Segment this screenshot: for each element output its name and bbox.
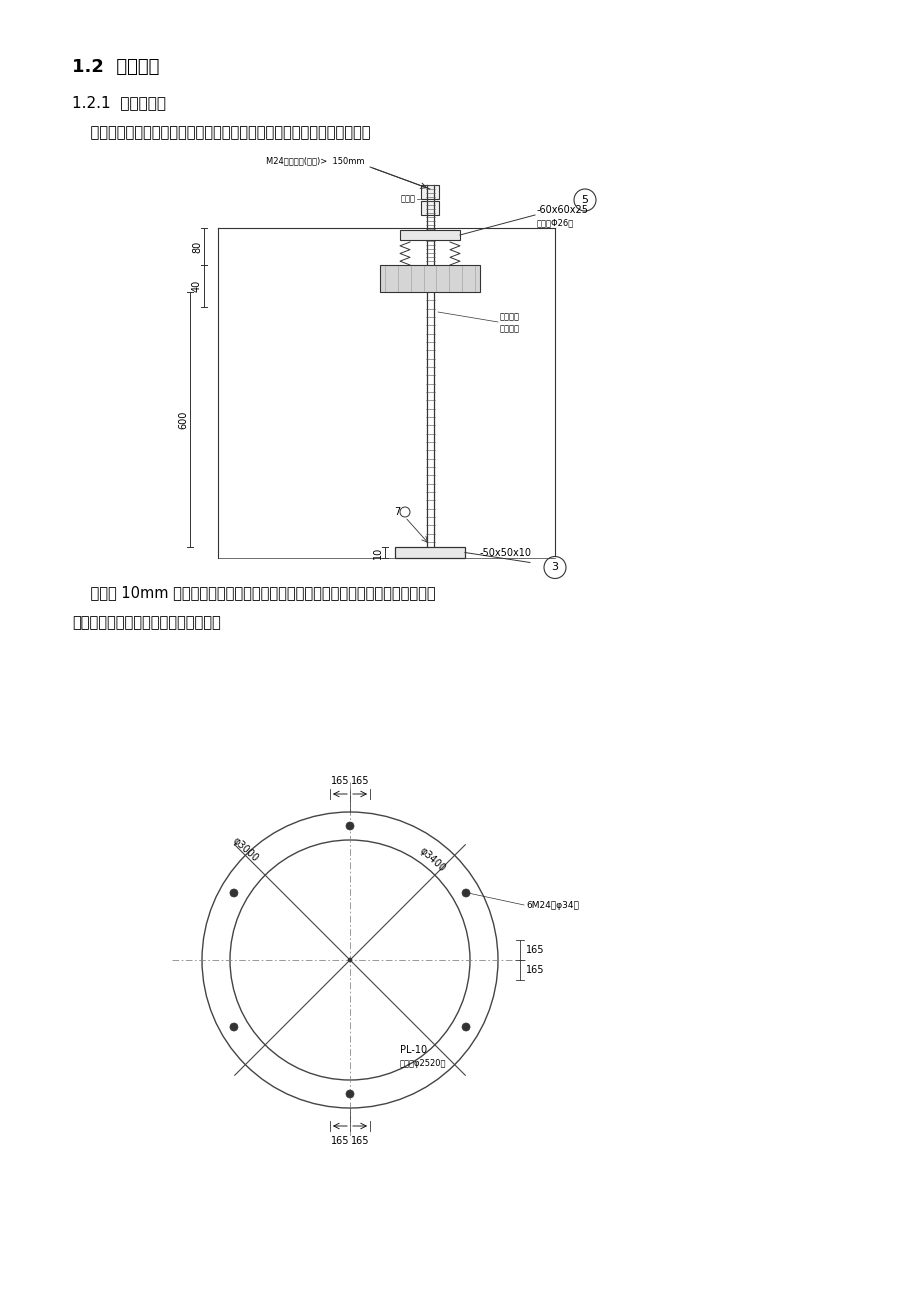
Bar: [421, 201, 438, 215]
Text: -50x50x10: -50x50x10: [480, 548, 531, 557]
Circle shape: [347, 958, 352, 962]
Text: 和调平螺栓的校正。套板如下图所示：: 和调平螺栓的校正。套板如下图所示：: [72, 615, 221, 630]
Circle shape: [230, 889, 238, 897]
Text: 1.2.1  预埋件形式: 1.2.1 预埋件形式: [72, 95, 165, 109]
Text: φ3400: φ3400: [417, 846, 448, 874]
Text: 165: 165: [350, 776, 369, 786]
Text: 6M24孔φ34孔: 6M24孔φ34孔: [526, 901, 578, 910]
Text: 600: 600: [177, 410, 187, 428]
Text: 1.2  安装方法: 1.2 安装方法: [72, 59, 159, 76]
Circle shape: [461, 889, 470, 897]
Text: 配合公差: 配合公差: [499, 324, 519, 333]
Text: 165: 165: [526, 945, 544, 954]
Text: 10: 10: [372, 547, 382, 559]
Text: 165: 165: [331, 1137, 349, 1146]
Circle shape: [346, 822, 354, 829]
Bar: [421, 185, 438, 199]
Text: 7: 7: [393, 506, 400, 517]
Text: 80: 80: [192, 241, 202, 253]
Text: 板厚圆φ2520用: 板厚圆φ2520用: [400, 1060, 446, 1069]
Text: 40: 40: [192, 280, 202, 292]
Text: PL-10: PL-10: [400, 1046, 426, 1055]
Circle shape: [230, 1023, 238, 1031]
Text: 调平螺母: 调平螺母: [499, 312, 519, 322]
Text: 3: 3: [550, 562, 558, 573]
Text: 165: 165: [526, 965, 544, 975]
Bar: [380, 266, 480, 292]
Circle shape: [346, 1090, 354, 1098]
Circle shape: [461, 1023, 470, 1031]
Text: 双螺母: 双螺母: [401, 194, 415, 203]
Text: M24螺纹长度(长杆)>  150mm: M24螺纹长度(长杆)> 150mm: [267, 156, 365, 165]
Text: φ3000: φ3000: [230, 836, 260, 865]
Text: 165: 165: [331, 776, 349, 786]
Bar: [400, 230, 460, 240]
Text: 165: 165: [350, 1137, 369, 1146]
Bar: [394, 547, 464, 559]
Text: -60x60x25: -60x60x25: [537, 204, 588, 215]
Text: 彩带倒插柱预埋件由预埋螺杆和套板两部分组成。预埋螺杆如下图所示：: 彩带倒插柱预埋件由预埋螺杆和套板两部分组成。预埋螺杆如下图所示：: [72, 125, 370, 141]
Text: 5: 5: [581, 195, 588, 204]
Text: 套板为 10mm 厚与倒插钢柱柱底板大小相同的钢板，用于将预埋螺杆上端进行固定: 套板为 10mm 厚与倒插钢柱柱底板大小相同的钢板，用于将预埋螺杆上端进行固定: [72, 585, 436, 600]
Text: 中间孔Φ26孔: 中间孔Φ26孔: [537, 219, 573, 228]
